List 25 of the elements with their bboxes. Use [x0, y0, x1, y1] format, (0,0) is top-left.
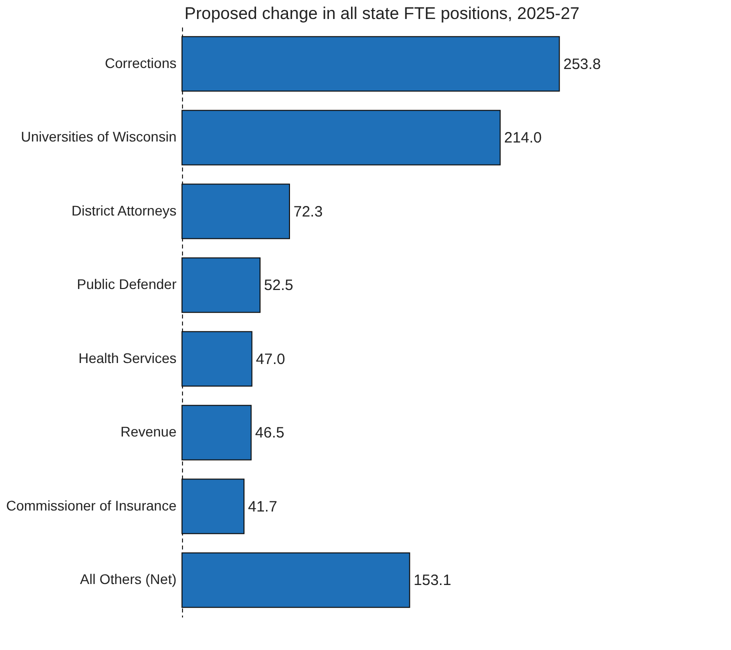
y-tick-label: Public Defender [76, 276, 177, 292]
data-label: 52.5 [264, 277, 294, 294]
bar [182, 478, 244, 534]
y-tick-label: Universities of Wisconsin [20, 128, 176, 145]
bar [182, 404, 252, 460]
data-label: 72.3 [294, 203, 323, 220]
bar [182, 331, 252, 387]
bar [182, 257, 261, 313]
data-label: 253.8 [563, 56, 601, 73]
y-tick-label: Revenue [120, 424, 177, 440]
data-label: 214.0 [504, 130, 542, 147]
y-tick-label: Commissioner of Insurance [6, 497, 177, 514]
data-label: 41.7 [248, 498, 278, 516]
chart-title: Proposed change in all state FTE positions, 2025-27 [184, 4, 580, 23]
y-tick-label: Health Services [78, 350, 176, 366]
bar [182, 110, 501, 166]
y-tick-label: District Attorneys [71, 202, 176, 218]
bar [182, 36, 560, 92]
data-label: 47.0 [256, 350, 286, 368]
data-label: 153.1 [414, 572, 452, 590]
bar [182, 552, 410, 608]
y-tick-label: All Others (Net) [80, 571, 176, 588]
data-label: 46.5 [255, 424, 284, 442]
bar [182, 184, 290, 240]
y-tick-label: Corrections [104, 54, 176, 71]
